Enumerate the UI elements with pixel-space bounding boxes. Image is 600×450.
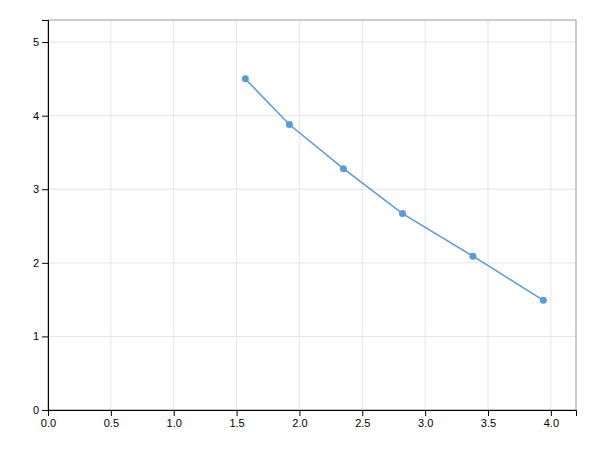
y-tick: 5 [33,36,48,48]
grid-line-x [362,20,363,410]
x-tick-label: 3.5 [481,417,496,429]
grid-line-x [173,20,174,410]
y-tick-mark [42,410,48,411]
plot-frame [48,20,576,410]
x-tick-mark [362,410,363,416]
y-tick-label: 3 [33,183,39,195]
x-tick-label: 4.0 [544,417,559,429]
grid-line-y [48,115,576,116]
chart: 0.0 0.5 1.0 1.5 2.0 2.5 3.0 3.5 4.0 0 1 2 3 4 5 [0,0,600,450]
x-tick-mark [174,410,175,416]
line [245,79,543,300]
y-tick-label: 5 [33,36,39,48]
grid-line-y [48,42,576,43]
point [286,121,293,128]
y-axis-line [42,21,49,411]
point [399,210,406,217]
grid-line-x [236,20,237,410]
x-tick: 0.5 [104,410,119,429]
point [340,165,347,172]
x-tick-mark [488,410,489,416]
x-tick: 3.5 [481,410,496,429]
grid-line-x [110,20,111,410]
grid-line-y [48,336,576,337]
x-tick: 2.0 [292,410,307,429]
x-tick-label: 2.5 [355,417,370,429]
x-tick-mark [425,410,426,416]
x-tick-label: 0.5 [104,417,119,429]
x-tick: 3.0 [418,410,433,429]
y-tick: 1 [33,330,48,342]
x-axis: 0.0 0.5 1.0 1.5 2.0 2.5 3.0 3.5 4.0 [41,410,577,429]
point [540,297,547,304]
y-tick-label: 2 [33,257,39,269]
y-tick-mark [42,336,48,337]
x-tick-mark [299,410,300,416]
y-tick: 3 [33,183,48,195]
x-axis-line [49,411,577,417]
point [242,75,249,82]
y-axis: 0 1 2 3 4 5 [33,21,49,417]
y-tick: 0 [33,404,48,416]
y-tick-label: 0 [33,404,39,416]
x-tick: 1.5 [229,410,244,429]
y-tick-label: 1 [33,330,39,342]
grid [48,20,576,410]
x-tick-label: 1.0 [167,417,182,429]
grid-line-y [48,189,576,190]
x-tick-mark [111,410,112,416]
x-tick-mark [237,410,238,416]
grid-line-x [299,20,300,410]
y-tick-mark [42,116,48,117]
y-tick-mark [42,42,48,43]
point [469,253,476,260]
y-tick: 2 [33,257,48,269]
plot: 0.0 0.5 1.0 1.5 2.0 2.5 3.0 3.5 4.0 0 1 2 3 4 5 [33,20,577,429]
x-tick-label: 2.0 [292,417,307,429]
x-tick: 4.0 [544,410,559,429]
x-tick-mark [551,410,552,416]
x-tick: 0.0 [41,410,56,429]
grid-line-y [48,262,576,263]
x-tick: 1.0 [167,410,182,429]
x-tick: 2.5 [355,410,370,429]
x-tick-label: 3.0 [418,417,433,429]
grid-line-x [550,20,551,410]
marks [242,75,547,303]
x-tick-label: 0.0 [41,417,56,429]
y-tick-label: 4 [33,110,39,122]
grid-line-x [488,20,489,410]
grid-line-x [425,20,426,410]
y-tick-mark [42,263,48,264]
y-tick: 4 [33,110,48,122]
x-tick-label: 1.5 [229,417,244,429]
y-tick-mark [42,189,48,190]
